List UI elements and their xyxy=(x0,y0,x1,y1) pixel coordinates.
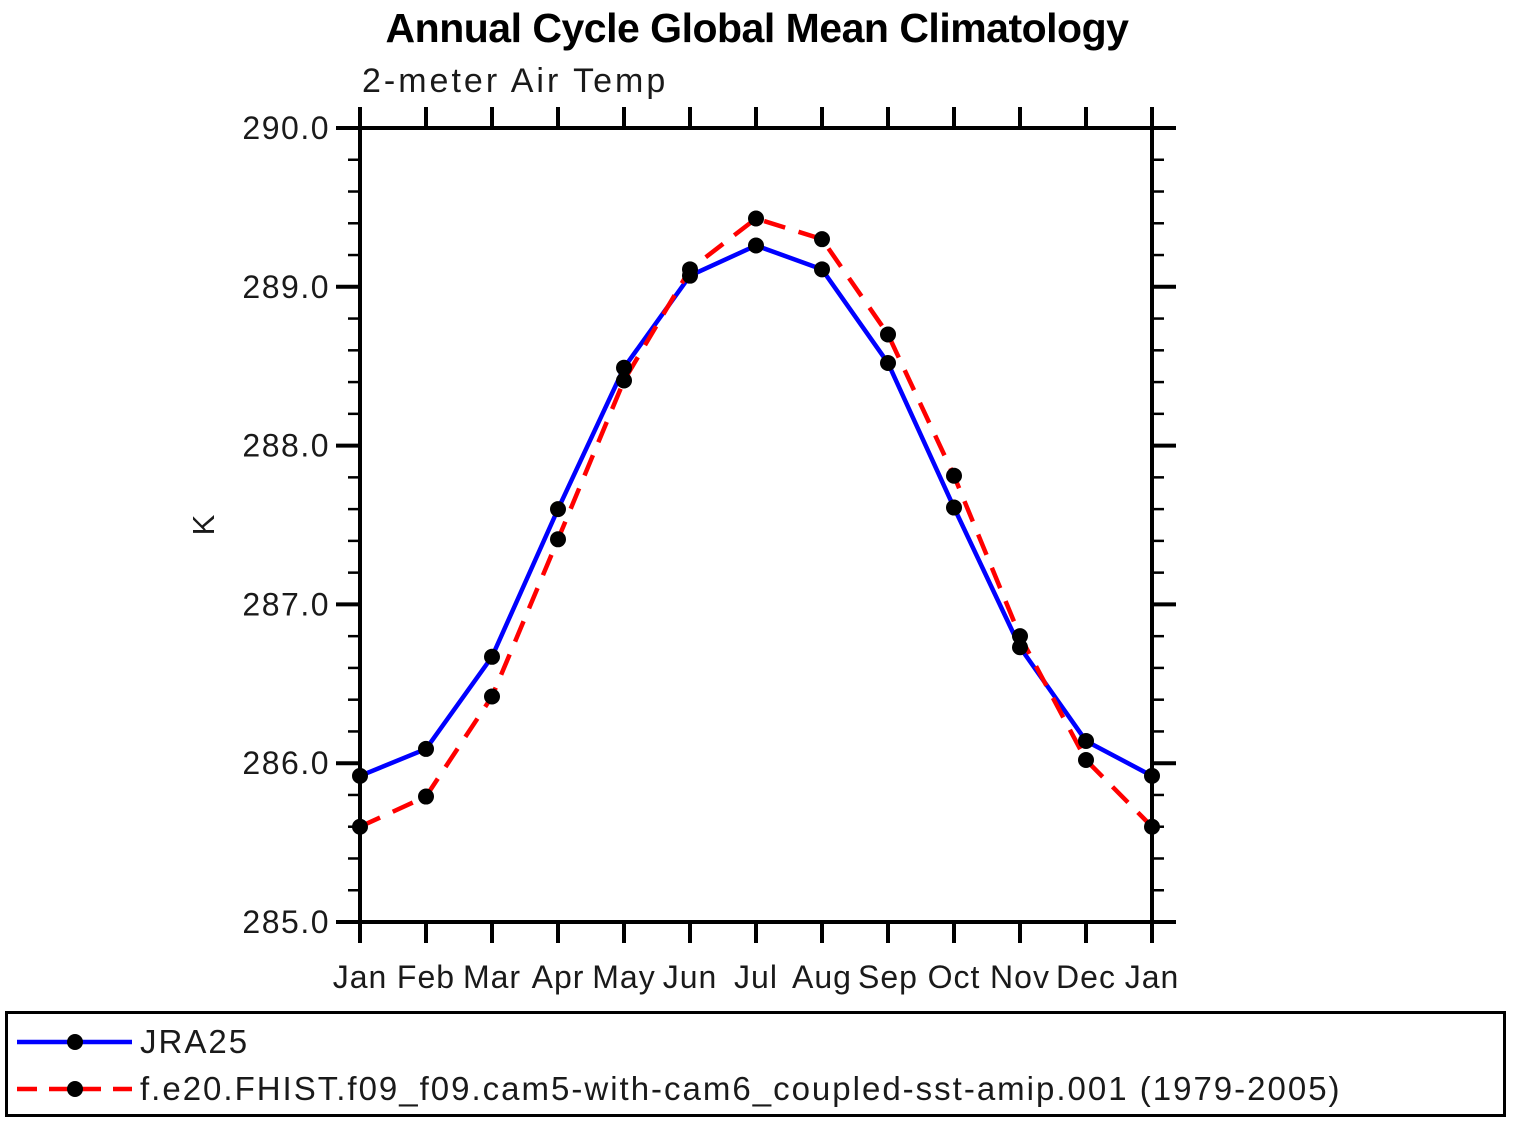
chart-title: Annual Cycle Global Mean Climatology xyxy=(385,5,1129,51)
legend-label-jra25: JRA25 xyxy=(140,1023,250,1060)
data-point xyxy=(748,237,764,254)
x-tick-label: Sep xyxy=(858,959,918,995)
x-tick-label: Jun xyxy=(663,959,718,995)
legend-sample-solid-line xyxy=(17,1034,132,1050)
x-tick-label: Dec xyxy=(1056,959,1116,995)
data-point xyxy=(880,355,896,372)
x-tick-label: Jan xyxy=(1125,959,1180,995)
data-point xyxy=(1144,767,1160,784)
chart-subtitle: 2-meter Air Temp xyxy=(362,62,669,100)
data-point xyxy=(946,467,962,484)
y-axis-label: K xyxy=(186,514,221,535)
series-line-0 xyxy=(359,243,1154,778)
x-tick-label: Aug xyxy=(792,959,852,995)
series-markers-0 xyxy=(352,237,1160,784)
data-point xyxy=(682,261,698,278)
data-point xyxy=(484,648,500,665)
data-point xyxy=(814,231,830,248)
series-markers-1 xyxy=(352,210,1160,835)
data-point xyxy=(748,210,764,227)
data-point xyxy=(880,326,896,343)
x-tick-label: Jul xyxy=(734,959,778,995)
x-tick-label: Oct xyxy=(928,959,981,995)
x-tick-label: May xyxy=(592,959,655,995)
legend-box: JRA25 f.e20.FHIST.f09_f09.cam5-with-cam6… xyxy=(5,1011,1506,1117)
x-tick-label: Nov xyxy=(990,959,1050,995)
y-tick-label: 288.0 xyxy=(242,428,330,464)
data-point xyxy=(418,740,434,757)
series-line-1 xyxy=(359,216,1154,829)
y-axis-ticks: 285.0 286.0 287.0 288.0 289.0 290.0 xyxy=(242,110,1176,940)
y-tick-label: 285.0 xyxy=(242,904,330,940)
x-tick-label: Feb xyxy=(397,959,455,995)
data-point xyxy=(352,767,368,784)
legend-label-model: f.e20.FHIST.f09_f09.cam5-with-cam6_coupl… xyxy=(140,1070,1342,1107)
plot-area: Jan Feb Mar Apr May Jun Jul Aug Sep Oct Nov Dec Jan2… xyxy=(186,107,1180,995)
data-point xyxy=(1012,639,1028,656)
data-point xyxy=(352,818,368,835)
legend-entry-model: f.e20.FHIST.f09_f09.cam5-with-cam6_coupl… xyxy=(14,1070,1342,1107)
data-point xyxy=(946,499,962,516)
data-point xyxy=(616,372,632,389)
y-tick-label: 286.0 xyxy=(242,745,330,781)
data-point xyxy=(616,359,632,376)
x-tick-label: Jan xyxy=(333,959,388,995)
x-axis-ticks: Jan Feb Mar Apr May Jun Jul Aug Sep Oct Nov Dec Jan xyxy=(333,107,1180,995)
legend-entry-jra25: JRA25 xyxy=(14,1023,249,1060)
y-tick-label: 289.0 xyxy=(242,269,330,305)
data-point xyxy=(814,261,830,278)
x-tick-label: Apr xyxy=(532,959,585,995)
y-tick-label: 290.0 xyxy=(242,110,330,146)
y-tick-label: 287.0 xyxy=(242,586,330,622)
data-point xyxy=(1078,752,1094,769)
x-tick-label: Mar xyxy=(463,959,521,995)
data-point xyxy=(1012,628,1028,645)
data-point xyxy=(484,688,500,705)
legend-sample-dashed-line xyxy=(17,1081,132,1097)
data-point xyxy=(1144,818,1160,835)
data-point xyxy=(550,531,566,548)
data-point xyxy=(550,501,566,518)
data-point xyxy=(1078,732,1094,749)
data-point xyxy=(418,788,434,805)
